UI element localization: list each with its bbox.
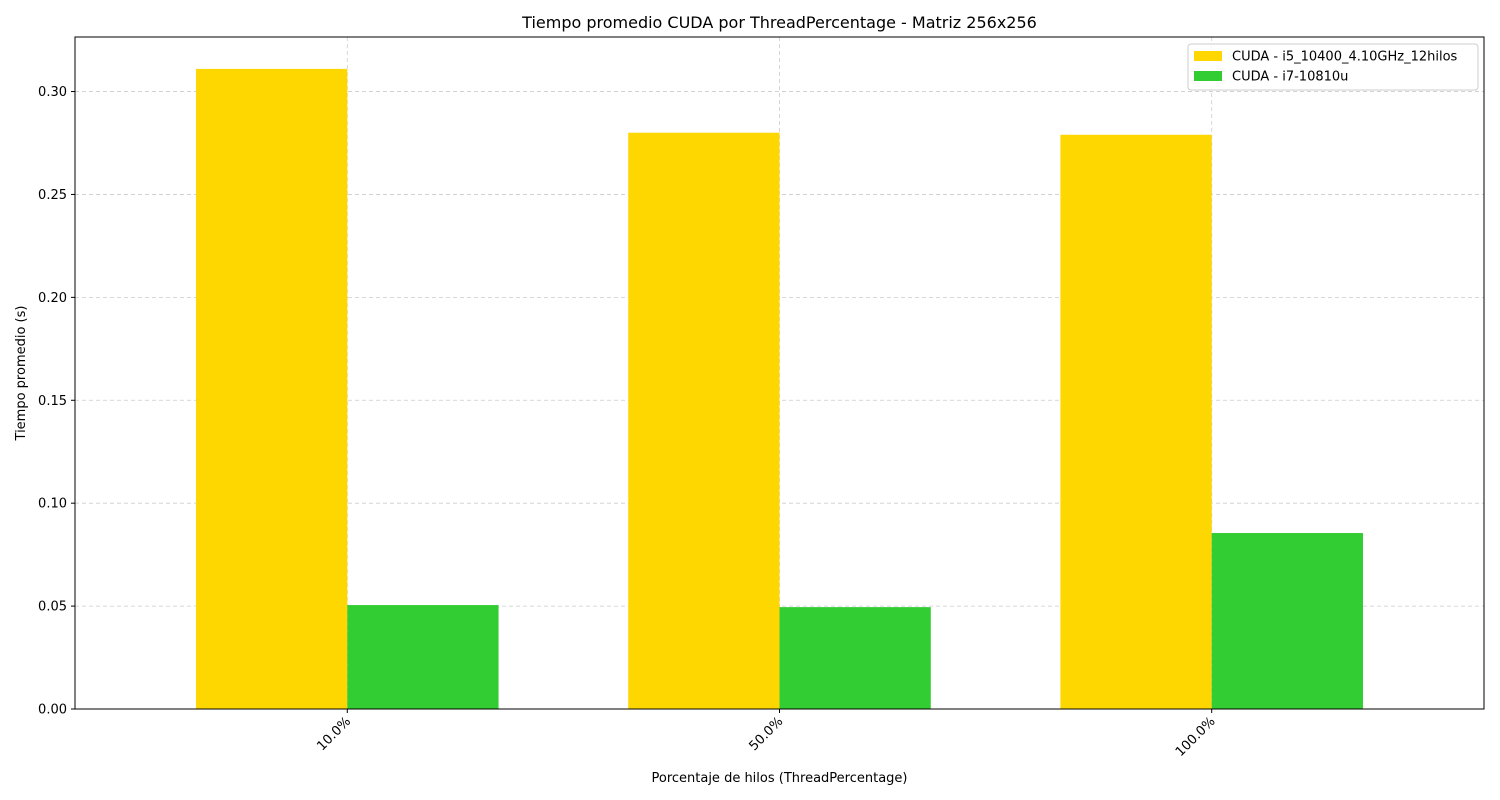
legend-swatch-0 [1194,51,1222,61]
legend-label-0: CUDA - i5_10400_4.10GHz_12hilos [1232,50,1458,65]
y-tick-label-3: 0.15 [38,394,67,409]
legend-swatch-1 [1194,71,1222,81]
legend-box [1187,43,1479,91]
bars [196,68,1363,710]
bar-series-1-0 [347,605,499,709]
y-tick-label-0: 0.00 [38,703,67,718]
bar-series-1-1 [779,607,931,709]
legend: CUDA - i5_10400_4.10GHz_12hilos CUDA - i7… [1187,43,1479,91]
x-axis-label: Porcentaje de hilos (ThreadPercentage) [651,771,907,786]
bar-series-0-2 [1060,134,1212,709]
chart-title: Tiempo promedio CUDA por ThreadPercentag… [521,13,1037,32]
y-axis-label: Tiempo promedio (s) [14,306,29,442]
y-tick-label-4: 0.20 [38,291,67,306]
bar-series-0-0 [196,68,348,710]
y-tick-label-1: 0.05 [38,600,67,615]
y-tick-label-2: 0.10 [38,497,67,512]
bar-series-1-2 [1211,533,1363,709]
y-tick-label-5: 0.25 [38,188,67,203]
legend-label-1: CUDA - i7-10810u [1232,70,1348,85]
y-tick-label-6: 0.30 [38,85,67,100]
bar-series-0-1 [628,132,780,709]
